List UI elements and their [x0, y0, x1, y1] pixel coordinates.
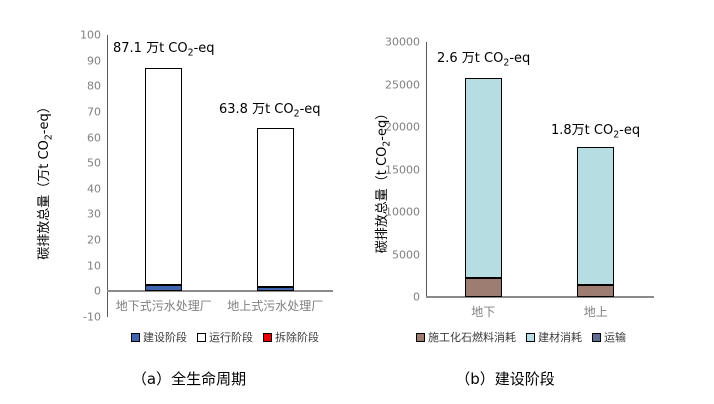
chart-b-caption: （b）建设阶段 [455, 370, 555, 388]
y-axis-tick-label: 80 [87, 79, 101, 93]
legend-item-fossil-fuel-consumption: 施工化石燃料消耗 [416, 329, 516, 345]
y-axis-tick-label: 5000 [392, 248, 420, 261]
y-axis-tick-label: 25000 [385, 78, 420, 91]
legend-item-demolition-phase: 拆除阶段 [263, 329, 319, 345]
chart-a-legend: 建设阶段 运行阶段 拆除阶段 [131, 329, 319, 345]
x-axis-line [426, 296, 654, 298]
legend-item-building-material-consumption: 建材消耗 [526, 329, 582, 345]
y-axis-tick-label: 15000 [385, 163, 420, 176]
x-axis-category-label: 地上式污水处理厂 [227, 299, 324, 314]
y-axis-tick-label: 0 [94, 284, 101, 298]
chart-b-bar1-value-label: 2.6 万t CO2-eq [437, 51, 531, 69]
legend-item-transport: 运输 [592, 329, 626, 345]
y-axis-tick-label: 30 [87, 207, 101, 221]
legend-label: 拆除阶段 [275, 331, 319, 344]
transport-swatch-icon [592, 332, 601, 342]
chart-a-caption: （a）全生命周期 [131, 370, 247, 388]
y-axis-tick-label: -10 [83, 310, 101, 324]
x-axis-category-label: 地下式污水处理厂 [115, 299, 212, 314]
bar-segment-运行阶段 [256, 127, 294, 287]
construction-phase-swatch-icon [131, 332, 140, 342]
y-axis-tick-label: 60 [87, 131, 101, 145]
bar-segment-建材消耗 [464, 77, 502, 279]
demolition-phase-swatch-icon [263, 332, 272, 342]
chart-a-y-axis-title: 碳排放总量（万t CO2-eq） [37, 100, 55, 260]
y-axis-tick-label: 20 [87, 233, 101, 247]
y-axis-tick-label: 100 [80, 28, 101, 42]
fossil-fuel-swatch-icon [416, 332, 425, 342]
legend-item-operation-phase: 运行阶段 [197, 329, 253, 345]
y-axis-tick-label: 70 [87, 105, 101, 119]
y-axis-tick-label: 20000 [385, 120, 420, 134]
bar-segment-建设阶段 [256, 286, 294, 292]
legend-label: 建材消耗 [538, 331, 582, 344]
legend-label: 施工化石燃料消耗 [428, 331, 516, 344]
legend-item-construction-phase: 建设阶段 [131, 329, 187, 345]
chart-a-bar2-value-label: 63.8 万t CO2-eq [219, 102, 321, 120]
x-axis-line [107, 290, 333, 293]
building-material-swatch-icon [526, 332, 535, 342]
y-axis-tick-label: 10 [87, 259, 101, 273]
chart-a-plot-area: 100 90 80 70 60 50 40 30 20 10 0 -10 地下式污水处理厂 地上式污水处理… [80, 30, 333, 323]
bar-segment-运行阶段 [145, 68, 183, 285]
y-axis-tick-label: 0 [413, 290, 420, 304]
bar-segment-施工化石燃料消耗 [464, 278, 502, 297]
y-axis-tick-label: 50 [87, 156, 101, 170]
y-axis-tick-label: 30000 [385, 35, 420, 49]
bar-segment-建设阶段 [145, 284, 183, 292]
y-axis-tick-label: 90 [87, 54, 101, 68]
bar-segment-建材消耗 [577, 147, 615, 285]
bar-segment-施工化石燃料消耗 [577, 284, 615, 297]
legend-label: 建设阶段 [143, 331, 187, 344]
chart-b-bar2-value-label: 1.8万t CO2-eq [551, 123, 641, 141]
chart-b-legend: 施工化石燃料消耗 建材消耗 运输 [416, 329, 626, 345]
legend-label: 运输 [604, 331, 626, 344]
legend-label: 运行阶段 [209, 331, 253, 344]
y-axis-tick-label: 40 [87, 182, 101, 196]
operation-phase-swatch-icon [197, 332, 206, 342]
x-axis-category-label: 地上 [583, 305, 608, 319]
x-axis-category-label: 地下 [471, 305, 496, 319]
chart-a-bar1-value-label: 87.1 万t CO2-eq [113, 41, 215, 59]
chart-b-plot-area: 30000 25000 20000 15000 10000 5000 0 地下 地上 [385, 37, 654, 319]
y-axis-tick-label: 10000 [385, 205, 420, 219]
